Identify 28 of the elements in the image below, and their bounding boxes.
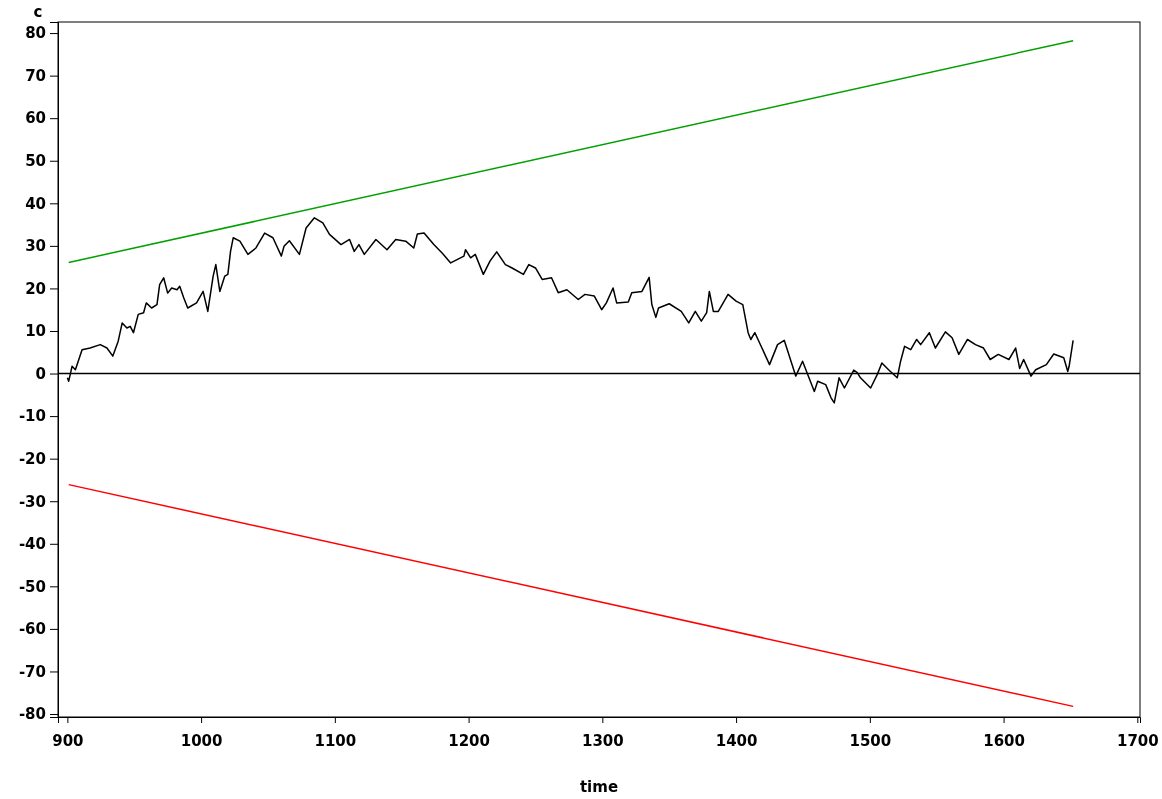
x-axis-title: time <box>579 778 619 796</box>
y-tick-label: 10 <box>25 322 46 341</box>
y-tick-label: 50 <box>25 152 46 171</box>
y-tick-label: -80 <box>18 705 46 724</box>
x-tick-label: 1500 <box>849 731 892 750</box>
y-tick-label: -50 <box>18 577 46 596</box>
x-tick-label: 1300 <box>581 731 624 750</box>
x-tick-label: 1100 <box>314 731 357 750</box>
x-tick-label: 1400 <box>715 731 758 750</box>
y-tick-label: -20 <box>18 449 46 468</box>
y-tick-label: 40 <box>25 194 46 213</box>
y-tick-label: 70 <box>25 66 46 85</box>
x-tick-label: 1200 <box>448 731 490 750</box>
x-tick-label: 1000 <box>180 731 223 750</box>
y-tick-label: 80 <box>25 24 46 43</box>
y-tick-label: -70 <box>18 662 46 681</box>
y-tick-label: -30 <box>18 492 46 511</box>
y-tick-label: 60 <box>25 109 46 128</box>
y-tick-label: -60 <box>18 620 46 639</box>
x-tick-label: 1700 <box>1116 731 1159 750</box>
y-tick-label: 20 <box>25 279 46 298</box>
y-tick-label: -10 <box>18 407 46 426</box>
x-tick-label: 900 <box>52 731 84 750</box>
y-tick-label: 30 <box>25 237 46 256</box>
x-tick-label: 1600 <box>983 731 1025 750</box>
y-axis-title: c <box>33 3 43 21</box>
y-tick-label: -40 <box>18 535 46 554</box>
y-tick-label: 0 <box>35 364 46 383</box>
